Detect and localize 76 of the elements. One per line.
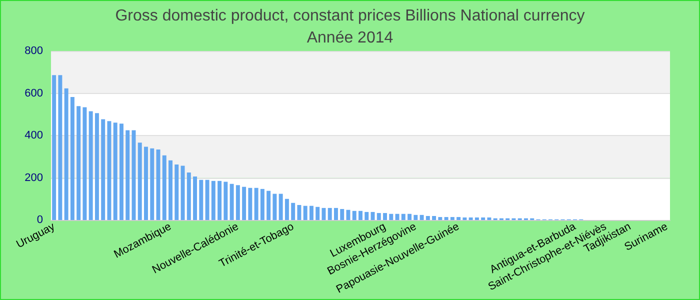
bar	[468, 217, 473, 220]
bar	[340, 209, 344, 220]
bar	[236, 185, 240, 220]
bar	[126, 130, 130, 220]
bar	[303, 206, 308, 220]
bar	[334, 208, 338, 220]
bar	[395, 214, 400, 220]
bar	[481, 217, 486, 220]
bar	[138, 142, 142, 220]
bar	[205, 180, 210, 220]
bar	[420, 214, 424, 220]
bar	[211, 180, 216, 220]
bar	[322, 208, 326, 220]
y-tick-label: 200	[24, 172, 43, 184]
bar	[328, 208, 332, 220]
bar	[450, 217, 454, 220]
bar	[242, 186, 246, 220]
bar	[401, 214, 406, 220]
bar	[64, 88, 68, 220]
bar	[272, 194, 277, 220]
bar	[186, 172, 191, 220]
y-tick-label: 600	[24, 87, 43, 100]
chart-subtitle: Année 2014	[306, 30, 394, 46]
bar	[88, 111, 93, 220]
bar	[119, 124, 124, 220]
bar	[456, 217, 461, 220]
bar	[150, 148, 154, 220]
bar	[76, 106, 81, 220]
bar	[284, 198, 289, 220]
bar	[408, 214, 412, 220]
bar	[144, 146, 148, 220]
bar	[278, 194, 283, 220]
bar	[291, 202, 296, 220]
bar	[193, 176, 198, 220]
bar	[414, 214, 418, 220]
bar	[309, 206, 314, 220]
bar	[364, 212, 369, 220]
bar	[82, 107, 87, 220]
bar	[199, 180, 204, 220]
bar	[230, 184, 234, 220]
bar	[352, 210, 356, 220]
bar	[260, 188, 264, 220]
y-tick-label: 800	[24, 45, 43, 57]
bar	[218, 180, 222, 220]
bar	[52, 75, 56, 220]
bar	[101, 119, 106, 220]
y-tick-label: 0	[36, 214, 43, 226]
bar	[174, 164, 179, 220]
bar	[462, 217, 467, 220]
bar	[248, 188, 252, 220]
bar	[254, 188, 258, 220]
bar	[376, 213, 381, 220]
bar	[180, 166, 185, 220]
bar	[132, 130, 136, 220]
bar	[107, 121, 112, 220]
bar	[162, 155, 166, 220]
bar	[70, 97, 74, 220]
bar	[168, 160, 172, 220]
bar	[266, 190, 271, 220]
bar	[94, 113, 99, 220]
bar	[58, 75, 62, 220]
bar	[389, 214, 394, 220]
bar	[438, 217, 442, 220]
bar	[224, 182, 228, 220]
bar	[444, 217, 448, 220]
bar	[316, 206, 320, 220]
bar	[383, 213, 388, 220]
bar	[487, 217, 492, 220]
y-tick-label: 400	[24, 130, 43, 142]
bar	[358, 210, 362, 220]
bar	[426, 216, 430, 220]
bar	[113, 122, 118, 220]
bar	[432, 216, 436, 220]
bar	[297, 205, 302, 220]
chart-title: Gross domestic product, constant prices Billions National currency	[115, 8, 585, 24]
bar	[474, 217, 479, 220]
